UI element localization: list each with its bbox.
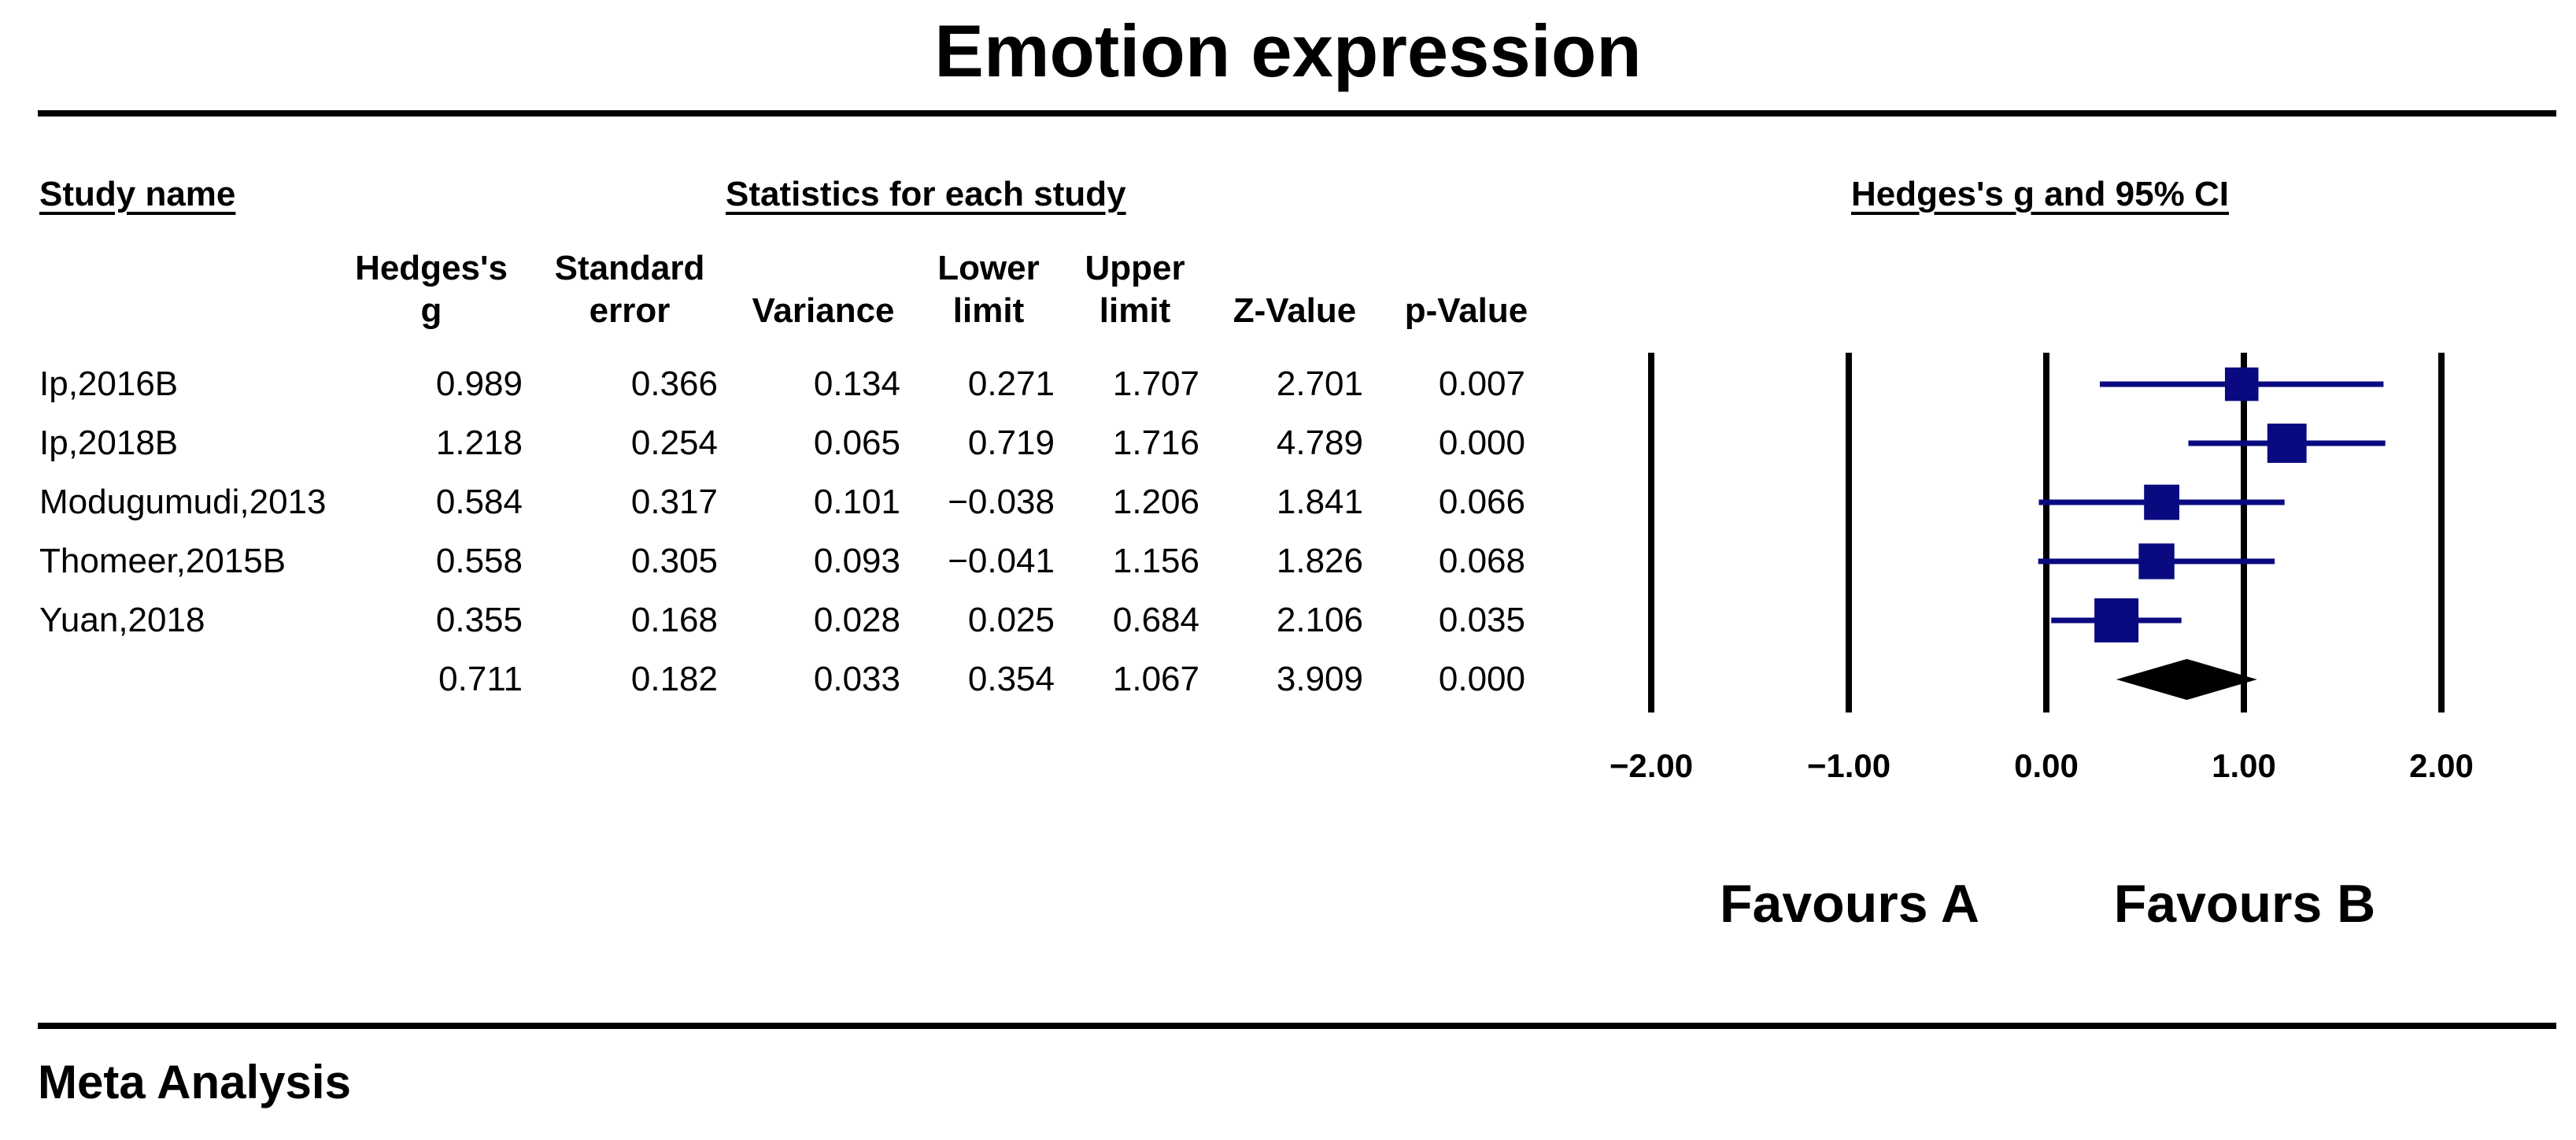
x-tick-label: 0.00 <box>2014 747 2079 784</box>
summary-diamond <box>2116 659 2257 700</box>
column-header-line2: error <box>589 291 671 330</box>
summary-z-value: 3.909 <box>1276 660 1363 698</box>
study-se-value: 0.168 <box>630 601 718 639</box>
study-upper-value: 1.716 <box>1112 424 1199 462</box>
study-z-value: 1.826 <box>1276 542 1363 580</box>
column-header-z: Z-Value <box>1177 247 1413 332</box>
top-rule <box>38 110 2556 117</box>
study-marker <box>2138 543 2175 579</box>
study-marker <box>2144 484 2179 520</box>
column-header-line1: Standard <box>554 249 705 287</box>
study-upper-value: 1.156 <box>1112 542 1199 580</box>
study-var-value: 0.028 <box>813 601 900 639</box>
study-var-value: 0.101 <box>813 483 900 521</box>
column-header-lower: Lower limit <box>870 247 1107 332</box>
x-tick-label: −2.00 <box>1609 747 1694 784</box>
study-name: Yuan,2018 <box>39 601 205 639</box>
study-se-value: 0.317 <box>630 483 718 521</box>
column-header-g: Hedges's g <box>313 247 549 332</box>
study-z-value: 1.841 <box>1276 483 1363 521</box>
study-p-value: 0.035 <box>1438 601 1525 639</box>
study-var-value: 0.065 <box>813 424 900 462</box>
study-name: Ip,2018B <box>39 424 179 462</box>
study-se-value: 0.305 <box>630 542 718 580</box>
study-name: Ip,2016B <box>39 365 179 403</box>
column-header-line2: Variance <box>752 291 895 330</box>
column-header-line1: Lower <box>937 249 1040 287</box>
study-name-header: Study name <box>39 175 236 213</box>
favours-left-label: Favours A <box>1719 874 1979 934</box>
study-upper-value: 0.684 <box>1112 601 1199 639</box>
chart-title: Emotion expression <box>934 9 1642 92</box>
bottom-rule <box>38 1023 2556 1029</box>
study-p-value: 0.068 <box>1438 542 1525 580</box>
study-marker <box>2267 424 2307 463</box>
x-tick-label: −1.00 <box>1806 747 1891 784</box>
study-p-value: 0.066 <box>1438 483 1525 521</box>
study-g-value: 0.558 <box>435 542 523 580</box>
study-se-value: 0.254 <box>630 424 718 462</box>
study-name: Modugumudi,2013 <box>39 483 327 521</box>
study-upper-value: 1.206 <box>1112 483 1199 521</box>
study-upper-value: 1.707 <box>1112 365 1199 403</box>
study-p-value: 0.007 <box>1438 365 1525 403</box>
summary-lower-value: 0.354 <box>967 660 1055 698</box>
summary-p-value: 0.000 <box>1438 660 1525 698</box>
study-lower-value: 0.719 <box>967 424 1055 462</box>
summary-g-value: 0.711 <box>438 660 523 698</box>
x-tick-label: 2.00 <box>2409 747 2474 784</box>
study-g-value: 0.989 <box>435 365 523 403</box>
study-lower-value: 0.271 <box>967 365 1055 403</box>
column-header-p: p-Value <box>1348 247 1584 332</box>
x-tick-label: 1.00 <box>2212 747 2276 784</box>
study-p-value: 0.000 <box>1438 424 1525 462</box>
column-header-line2: g <box>420 291 442 330</box>
footer-label: Meta Analysis <box>38 1056 351 1109</box>
plot-header: Hedges's g and 95% CI <box>1851 175 2229 213</box>
summary-var-value: 0.033 <box>813 660 900 698</box>
study-g-value: 1.218 <box>435 424 523 462</box>
study-var-value: 0.093 <box>813 542 900 580</box>
summary-upper-value: 1.067 <box>1112 660 1199 698</box>
column-header-upper: Upper limit <box>1017 247 1253 332</box>
study-z-value: 2.106 <box>1276 601 1363 639</box>
study-g-value: 0.355 <box>435 601 523 639</box>
study-lower-value: −0.041 <box>948 542 1055 580</box>
study-var-value: 0.134 <box>813 365 900 403</box>
statistics-header: Statistics for each study <box>726 175 1126 213</box>
column-header-line2: Z-Value <box>1233 291 1357 330</box>
study-name: Thomeer,2015B <box>39 542 286 580</box>
column-header-line1: Upper <box>1085 249 1185 287</box>
study-se-value: 0.366 <box>630 365 718 403</box>
study-z-value: 2.701 <box>1276 365 1363 403</box>
favours-right-label: Favours B <box>2113 874 2376 934</box>
study-g-value: 0.584 <box>435 483 523 521</box>
summary-se-value: 0.182 <box>630 660 718 698</box>
study-lower-value: 0.025 <box>967 601 1055 639</box>
column-header-line2: limit <box>952 291 1025 330</box>
study-marker <box>2094 598 2139 642</box>
column-header-var: Variance <box>705 247 941 332</box>
study-marker <box>2224 367 2259 402</box>
column-header-line2: limit <box>1099 291 1171 330</box>
study-z-value: 4.789 <box>1276 424 1363 462</box>
column-header-se: Standard error <box>512 247 748 332</box>
column-header-line1: Hedges's <box>355 249 508 287</box>
study-lower-value: −0.038 <box>948 483 1055 521</box>
column-header-line2: p-Value <box>1404 291 1528 330</box>
